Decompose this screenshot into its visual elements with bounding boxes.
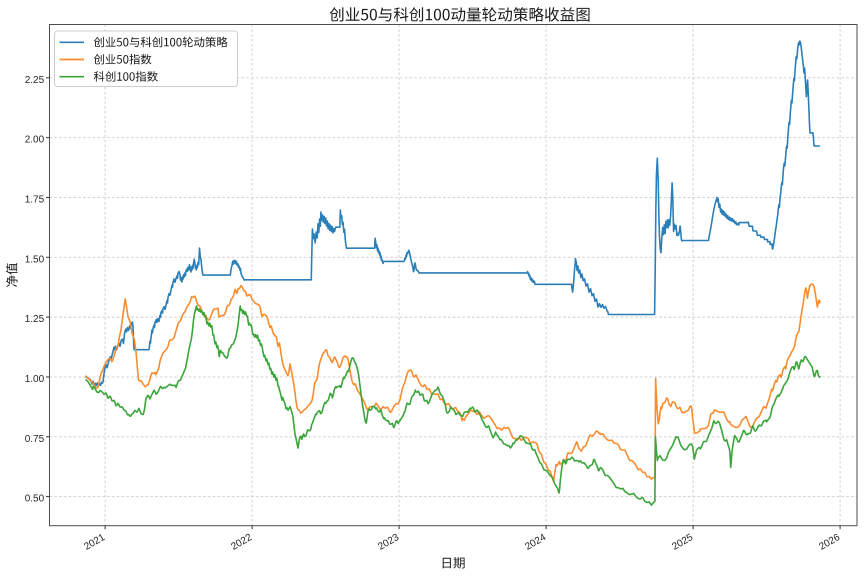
svg-text:2.25: 2.25	[25, 75, 45, 86]
svg-text:1.25: 1.25	[25, 314, 45, 325]
svg-text:0.75: 0.75	[25, 434, 45, 445]
svg-text:0.50: 0.50	[25, 494, 45, 505]
svg-text:1.50: 1.50	[25, 254, 45, 265]
svg-text:2.00: 2.00	[25, 135, 45, 146]
svg-text:1.75: 1.75	[25, 194, 45, 205]
svg-text:1.00: 1.00	[25, 374, 45, 385]
